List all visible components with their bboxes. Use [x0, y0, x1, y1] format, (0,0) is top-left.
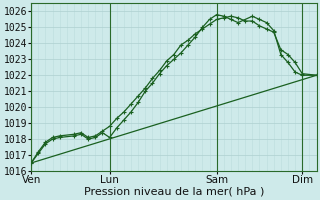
- X-axis label: Pression niveau de la mer( hPa ): Pression niveau de la mer( hPa ): [84, 187, 264, 197]
